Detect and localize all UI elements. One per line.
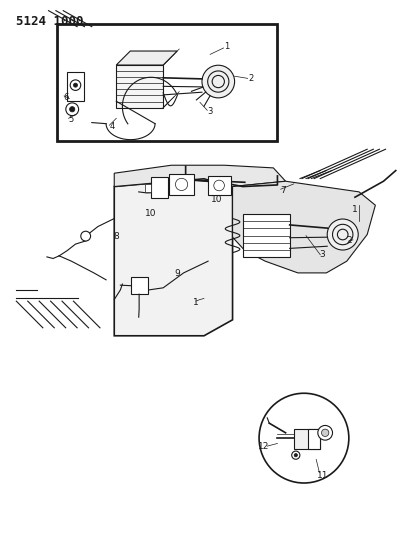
Circle shape	[73, 83, 78, 87]
Bar	[308, 429, 320, 449]
Text: 9: 9	[175, 269, 180, 278]
Circle shape	[337, 229, 348, 240]
Circle shape	[69, 107, 75, 112]
Circle shape	[318, 425, 333, 440]
Text: 2: 2	[248, 75, 253, 83]
Circle shape	[66, 103, 79, 116]
Circle shape	[214, 180, 224, 191]
Polygon shape	[114, 165, 286, 187]
Bar	[151, 177, 168, 198]
Text: 2: 2	[346, 237, 352, 245]
Bar	[294, 429, 320, 449]
Polygon shape	[114, 179, 233, 336]
Text: 3: 3	[207, 108, 213, 116]
Text: 10: 10	[211, 196, 222, 204]
Circle shape	[294, 454, 297, 457]
Text: 5124 1000: 5124 1000	[16, 15, 84, 28]
Text: 11: 11	[317, 471, 328, 480]
Circle shape	[327, 219, 358, 250]
Text: 8: 8	[113, 232, 119, 240]
Circle shape	[70, 80, 81, 91]
Text: 1: 1	[224, 43, 229, 51]
Circle shape	[259, 393, 349, 483]
Circle shape	[333, 224, 353, 245]
Circle shape	[212, 76, 224, 87]
Circle shape	[208, 71, 229, 92]
Circle shape	[81, 231, 91, 241]
Bar	[208, 176, 231, 195]
Text: 1: 1	[352, 205, 358, 214]
Text: 7: 7	[280, 186, 286, 195]
Bar	[57, 24, 277, 141]
Circle shape	[292, 451, 300, 459]
Text: 10: 10	[145, 209, 157, 217]
Bar	[116, 65, 163, 108]
Bar	[131, 277, 148, 294]
Text: 3: 3	[319, 251, 325, 259]
Circle shape	[322, 429, 329, 437]
Polygon shape	[233, 181, 375, 273]
Bar	[169, 174, 194, 195]
Text: 1: 1	[193, 298, 199, 307]
Text: 4: 4	[110, 123, 115, 131]
Polygon shape	[116, 51, 177, 65]
Text: 12: 12	[258, 442, 270, 451]
Text: 5: 5	[69, 116, 74, 124]
Bar	[243, 214, 290, 257]
Text: 6: 6	[64, 93, 69, 101]
Bar	[145, 183, 151, 192]
Circle shape	[202, 65, 235, 98]
Bar	[67, 72, 84, 101]
Circle shape	[175, 179, 188, 190]
